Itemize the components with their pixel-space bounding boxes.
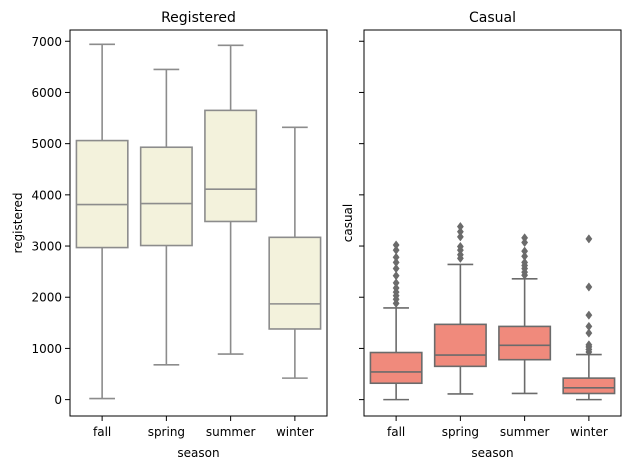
casual-outlier-point: [392, 263, 400, 274]
casual-outlier-point: [585, 234, 593, 244]
casual-outlier-point: [521, 233, 529, 243]
casual-outlier-point: [456, 227, 464, 237]
casual-outlier-point: [392, 271, 400, 281]
casual-x-axis-label: season: [471, 446, 513, 460]
casual-box-winter: [562, 377, 616, 395]
casual-outlier-point: [392, 240, 400, 250]
casual-outlier-point: [585, 282, 593, 292]
casual-outlier-point: [392, 245, 400, 255]
registered-y-tick-label: 5000: [31, 137, 62, 151]
casual-x-tick-label: winter: [570, 425, 608, 439]
registered-x-tick-label: winter: [276, 425, 314, 439]
casual-box-fall: [369, 351, 423, 385]
casual-box-summer: [498, 325, 552, 361]
casual-outlier-point: [585, 310, 593, 320]
registered-box-fall: [75, 139, 129, 249]
casual-panel: Casual fall spring summer winter season cas…: [341, 10, 622, 460]
casual-outlier-point: [392, 252, 400, 262]
registered-box-spring: [139, 146, 193, 247]
registered-x-tick-label: spring: [148, 425, 185, 439]
registered-x-axis-label: season: [177, 446, 219, 460]
casual-outlier-point: [392, 257, 400, 268]
casual-outlier-point: [585, 328, 593, 338]
casual-x-tick-label: fall: [387, 425, 405, 439]
registered-y-axis-label: registered: [11, 192, 25, 253]
registered-y-tick-label: 7000: [31, 35, 62, 49]
registered-box-summer: [204, 109, 258, 223]
registered-y-tick-label: 0: [54, 393, 62, 407]
casual-outlier-point: [585, 340, 593, 350]
registered-y-tick-label: 4000: [31, 188, 62, 202]
casual-outlier-point: [392, 278, 400, 288]
registered-x-tick-label: fall: [93, 425, 111, 439]
casual-plot-area: fall spring summer winter: [359, 29, 622, 439]
registered-plot-area: 0 1000 2000 3000 4000 5000 6000 7000 fall spring s…: [31, 29, 328, 439]
casual-outlier-point: [456, 241, 464, 252]
casual-outlier-point: [585, 321, 593, 332]
casual-outlier-point: [521, 251, 529, 261]
registered-y-tick-label: 6000: [31, 86, 62, 100]
registered-y-tick-label: 2000: [31, 291, 62, 305]
registered-title: Registered: [161, 10, 236, 26]
casual-title: Casual: [469, 10, 516, 26]
registered-axes-frame: [69, 29, 328, 417]
casual-outlier-point: [456, 232, 464, 242]
casual-outlier-point: [392, 283, 400, 293]
casual-y-axis-label: casual: [341, 204, 355, 243]
casual-axes-frame: [363, 29, 622, 417]
casual-outlier-point: [521, 257, 529, 268]
casual-outlier-point: [521, 246, 529, 256]
casual-x-tick-label: spring: [442, 425, 479, 439]
registered-panel: Registered 0 1000 2000 3000 4000 5000 6000 7000…: [11, 10, 328, 460]
casual-outlier-point: [456, 221, 464, 232]
registered-y-tick-label: 3000: [31, 240, 62, 254]
casual-x-tick-label: summer: [500, 425, 550, 439]
registered-y-tick-label: 1000: [31, 342, 62, 356]
casual-box-spring: [433, 323, 487, 368]
registered-box-winter: [268, 236, 322, 330]
registered-x-tick-label: summer: [206, 425, 256, 439]
